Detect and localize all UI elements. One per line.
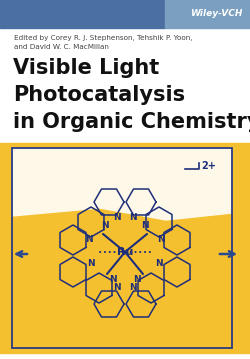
Text: N: N xyxy=(157,236,165,244)
Text: N: N xyxy=(129,214,137,223)
Text: N: N xyxy=(113,284,121,293)
Bar xyxy=(12,148,232,348)
Text: N: N xyxy=(101,222,109,230)
Text: N: N xyxy=(87,260,95,269)
Text: Photocatalysis: Photocatalysis xyxy=(13,85,185,105)
Text: N: N xyxy=(109,275,117,284)
Text: Edited by Corey R. J. Stephenson, Tehshik P. Yoon,: Edited by Corey R. J. Stephenson, Tehshi… xyxy=(14,35,192,41)
Text: N: N xyxy=(129,284,137,293)
Text: in Organic Chemistry: in Organic Chemistry xyxy=(13,112,250,132)
Bar xyxy=(165,0,250,28)
Bar xyxy=(0,143,250,353)
Text: N: N xyxy=(141,222,149,230)
Text: 2+: 2+ xyxy=(201,161,216,171)
Text: Visible Light: Visible Light xyxy=(13,58,159,78)
Text: N: N xyxy=(85,236,93,244)
Text: and David W. C. MacMillan: and David W. C. MacMillan xyxy=(14,44,109,50)
Text: N: N xyxy=(155,260,163,269)
Polygon shape xyxy=(12,148,232,220)
Bar xyxy=(0,0,165,28)
Text: N: N xyxy=(133,275,141,284)
Text: N: N xyxy=(113,214,121,223)
Text: Ru: Ru xyxy=(117,247,133,257)
Text: Wiley-VCH: Wiley-VCH xyxy=(190,9,242,19)
